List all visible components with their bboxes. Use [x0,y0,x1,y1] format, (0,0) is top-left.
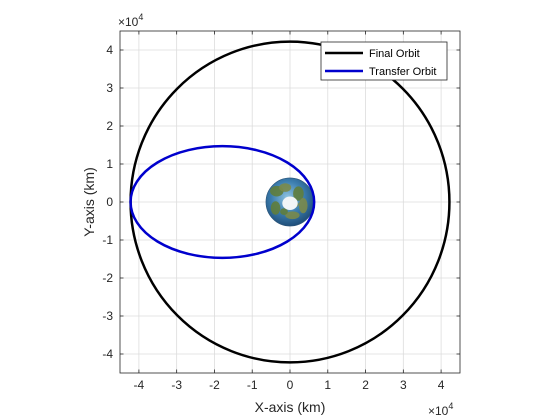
y-axis-multiplier: ×104 [118,12,143,29]
legend-box [320,41,448,81]
earth-land-2 [293,186,304,201]
legend-label-final-orbit: Final Orbit [369,48,420,60]
legend: Final Orbit Transfer Orbit [320,41,448,81]
x-tick-label-3: -1 [247,378,258,392]
x-tick-label-6: 2 [362,378,369,392]
series-line-transfer-orbit [129,144,316,260]
y-tick-label-6: 2 [106,119,113,133]
y-tick-label-1: -3 [102,309,113,323]
x-tick-labels: -4 -3 -2 -1 0 1 2 3 4 [134,378,445,392]
x-axis-label: X-axis (km) [255,399,326,415]
earth-land-5 [285,211,300,220]
earth-polar-ice [282,196,298,210]
x-tick-label-8: 4 [438,378,445,392]
y-axis-label: Y-axis (km) [81,167,97,237]
y-tick-label-7: 3 [106,81,113,95]
y-tick-label-3: -1 [102,233,113,247]
y-tick-labels: -4 -3 -2 -1 0 1 2 3 4 [102,43,113,361]
earth-land-6 [280,208,288,215]
x-tick-label-7: 3 [400,378,407,392]
tick-marks [120,31,460,373]
y-tick-label-4: 0 [106,195,113,209]
y-tick-label-8: 4 [106,43,113,57]
x-tick-label-1: -3 [171,378,182,392]
x-tick-label-0: -4 [134,378,145,392]
earth-land-3 [298,197,308,214]
earth-land-4 [270,201,281,215]
y-tick-label-5: 1 [106,157,113,171]
y-tick-label-2: -2 [102,271,113,285]
x-tick-label-2: -2 [209,378,220,392]
x-tick-label-5: 1 [324,378,331,392]
x-tick-label-4: 0 [287,378,294,392]
earth-globe [265,177,315,227]
legend-label-transfer-orbit: Transfer Orbit [369,66,436,78]
earth-land-1 [279,183,292,192]
y-tick-label-0: -4 [102,347,113,361]
x-axis-multiplier: ×104 [428,401,453,418]
series-lines [129,40,451,364]
